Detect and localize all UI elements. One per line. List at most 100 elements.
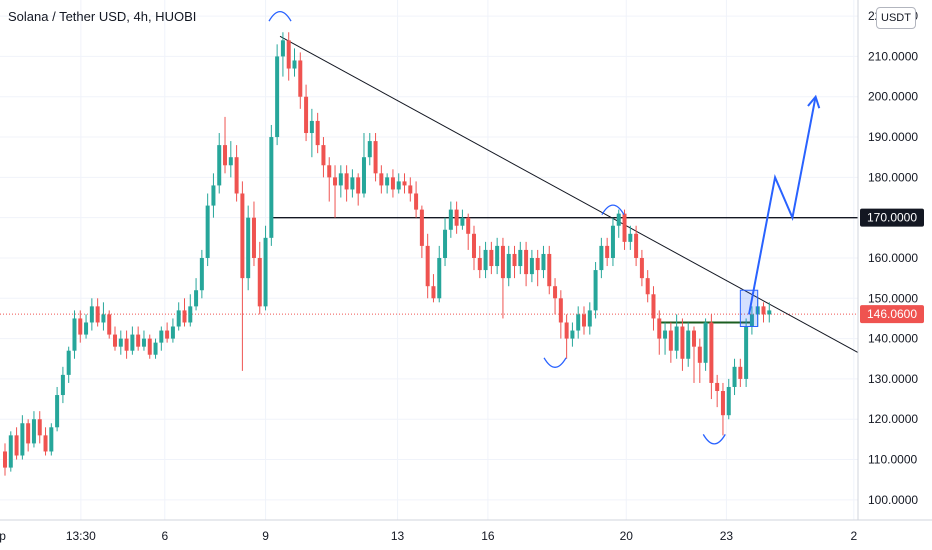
candle-body — [431, 286, 436, 299]
candle-body — [437, 257, 442, 299]
candle-body — [425, 245, 430, 287]
candle-body — [217, 145, 222, 186]
candle-body — [576, 314, 581, 331]
descending-trendline[interactable] — [279, 35, 863, 356]
time-tick-label: 2 — [850, 529, 857, 543]
horizontal-levels — [271, 217, 858, 324]
candle-body — [593, 270, 598, 311]
candle-body — [223, 145, 228, 166]
candle-body — [153, 342, 158, 355]
candle-body — [367, 141, 372, 158]
currency-unit-button[interactable]: USDT — [876, 7, 916, 29]
candle-body — [767, 310, 772, 315]
candle-body — [176, 310, 181, 327]
candle-body — [489, 249, 494, 267]
pattern-top-arc[interactable] — [268, 10, 292, 22]
last-price-badge-bg — [860, 305, 924, 324]
pattern-top-arc[interactable] — [601, 204, 625, 215]
candle-body — [263, 237, 268, 307]
level-price-badge: 170.0000 — [867, 211, 917, 225]
candle-body — [321, 145, 326, 166]
time-tick-label: 23 — [720, 529, 734, 543]
candle-body — [141, 338, 146, 347]
candle-body — [466, 217, 471, 234]
candle-body — [298, 60, 303, 97]
candle-body — [616, 213, 621, 226]
candle-body — [443, 229, 448, 258]
candle-body — [26, 423, 31, 444]
candle-body — [188, 306, 193, 323]
candle-body — [286, 40, 291, 69]
time-tick-label: 6 — [161, 529, 168, 543]
candle-body — [379, 173, 384, 186]
candle-body — [3, 451, 7, 468]
trendline[interactable] — [279, 35, 863, 356]
candle-body — [524, 249, 529, 275]
candle-body — [726, 386, 731, 416]
candle-body — [668, 330, 673, 351]
time-axis[interactable]: ep 13:30 6 9 13 16 20 23 2 — [0, 529, 857, 543]
candle-body — [553, 286, 558, 299]
candle-body — [240, 193, 245, 279]
candle-body — [500, 245, 505, 279]
chart-title: Solana / Tether USD, 4h, HUOBI — [8, 9, 197, 24]
candle-body — [292, 60, 297, 69]
candle-body — [558, 298, 563, 323]
candle-body — [582, 314, 586, 327]
price-tick-label: 100.0000 — [868, 493, 918, 507]
candle-body — [14, 435, 19, 456]
candle-body — [170, 326, 175, 339]
pattern-bottom-arc[interactable] — [543, 357, 567, 368]
candle-body — [309, 120, 314, 134]
candle-body — [564, 322, 569, 339]
entry-highlight-box[interactable] — [739, 289, 759, 328]
candle-body — [744, 326, 749, 379]
candle-body — [72, 318, 77, 351]
candle-body — [692, 330, 697, 347]
last-price-badge: 146.0600 — [867, 307, 917, 321]
price-tick-label: 190.0000 — [868, 130, 918, 144]
candle-body — [529, 257, 534, 275]
candle-body — [31, 419, 36, 444]
candle-body — [194, 290, 199, 307]
candle-body — [547, 253, 552, 287]
pattern-bottom-arc[interactable] — [702, 434, 726, 445]
candle-body — [118, 338, 123, 347]
projection-path[interactable] — [748, 96, 817, 315]
candle-body — [477, 257, 482, 271]
candle-body — [356, 177, 361, 194]
time-tick-label: ep — [0, 529, 6, 543]
price-tick-label: 200.0000 — [868, 90, 918, 104]
candle-body — [344, 173, 349, 190]
price-tick-label: 180.0000 — [868, 170, 918, 184]
pattern-overlays[interactable] — [268, 10, 821, 445]
candle-body — [471, 233, 476, 258]
candle-body — [663, 330, 668, 339]
candle-body — [124, 338, 129, 351]
candle-body — [390, 177, 395, 190]
price-tick-label: 150.0000 — [868, 291, 918, 305]
price-axis-background — [858, 0, 932, 550]
candle-body — [396, 181, 401, 190]
projection-arrowhead — [807, 94, 821, 109]
candle-body — [66, 350, 71, 375]
candle-body — [101, 314, 106, 323]
candle-body — [234, 157, 239, 194]
candle-body — [43, 435, 48, 452]
candle-body — [610, 225, 615, 258]
candle-body — [674, 326, 679, 351]
candle-body — [107, 314, 112, 335]
candle-body — [246, 217, 251, 279]
candle-body — [60, 374, 65, 396]
candle-body — [37, 419, 42, 436]
candle-body — [535, 257, 540, 271]
price-tick-label: 120.0000 — [868, 412, 918, 426]
candle-body — [703, 322, 708, 363]
candle-body — [448, 209, 453, 230]
time-tick-label: 13:30 — [66, 529, 96, 543]
candle-body — [518, 249, 523, 267]
candle-body — [280, 40, 285, 57]
candle-body — [402, 181, 407, 186]
candle-body — [49, 427, 54, 452]
